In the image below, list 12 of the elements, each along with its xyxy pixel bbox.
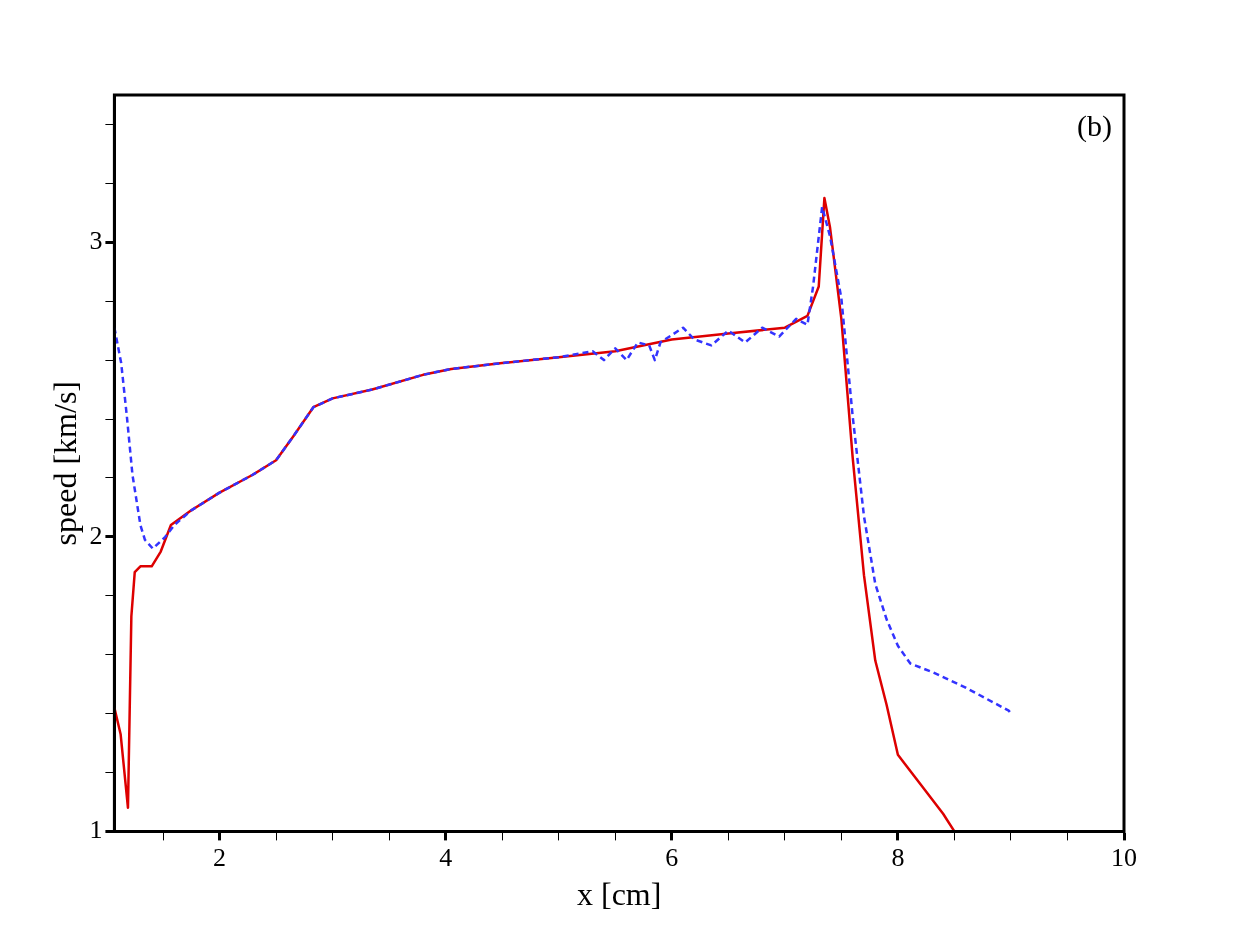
x-axis-title: x [cm]	[577, 876, 662, 913]
y-tick-label: 3	[89, 226, 103, 256]
line-series	[114, 205, 1013, 715]
x-tick-label: 10	[1111, 842, 1137, 872]
y-tick-label: 1	[89, 815, 103, 845]
x-tick-label: 2	[213, 842, 227, 872]
x-tick-label: 4	[439, 842, 453, 872]
annotation: (b)	[1077, 108, 1112, 143]
y-axis-title: speed [km/s]	[46, 381, 83, 546]
x-tick-label: 8	[891, 842, 905, 872]
x-tick-label: 6	[665, 842, 679, 872]
y-tick-label: 2	[89, 520, 103, 550]
